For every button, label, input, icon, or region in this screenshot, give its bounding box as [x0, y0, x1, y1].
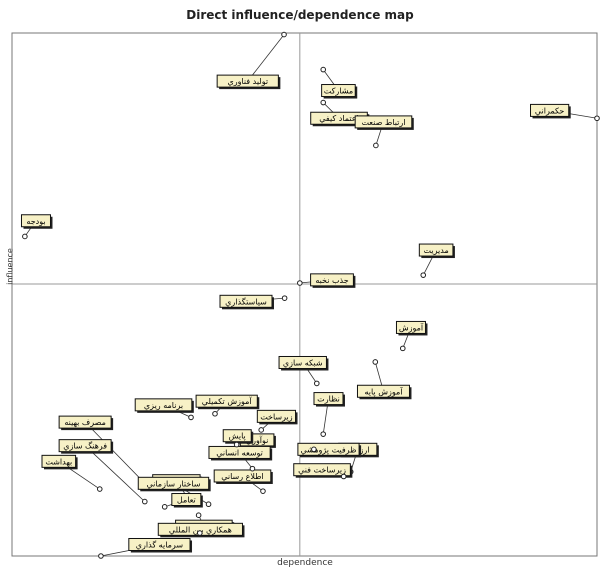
- label-box: [356, 384, 410, 398]
- data-point: [258, 427, 265, 433]
- label-box: [219, 294, 273, 308]
- data-point: [196, 530, 203, 536]
- point-label: ارتباط صنعت: [361, 118, 405, 127]
- label-box: [293, 463, 351, 477]
- point-label: سياستگذاري: [225, 296, 267, 306]
- data-point: [281, 295, 288, 301]
- label-box: [216, 74, 279, 88]
- label-box: [171, 493, 202, 507]
- label-box: [128, 537, 191, 551]
- point-label: مديريت: [424, 246, 449, 255]
- point-label: آموزش پايه: [364, 386, 403, 396]
- data-point: [96, 486, 103, 492]
- point-label: نوآوري: [246, 435, 269, 445]
- data-point: [233, 441, 240, 448]
- point-label: برنامه ريزي: [144, 401, 183, 410]
- data-point: [313, 380, 320, 387]
- point-label: پايش: [229, 432, 246, 441]
- point-label: شبكه سازي: [283, 358, 323, 367]
- data-point: [311, 446, 317, 453]
- point-label: نظارت: [317, 395, 340, 404]
- leader-line: [84, 421, 146, 484]
- label-box: [313, 392, 344, 406]
- data-point: [22, 233, 28, 240]
- data-point: [399, 345, 406, 352]
- point-label: حكمراني: [535, 106, 565, 115]
- label-box: [222, 429, 252, 443]
- chart-title: Direct influence/dependence map: [186, 8, 414, 22]
- point-label: بودجه: [26, 217, 45, 226]
- point-label: اطلاع رساني: [221, 472, 264, 481]
- point-label: سرمايه گذاري: [136, 539, 184, 549]
- point-label: فرهنگ سازي: [63, 441, 107, 451]
- point-label: اعتماد كيفي: [319, 114, 359, 123]
- point-label: آموزش تكميلي: [202, 396, 253, 406]
- data-point: [297, 280, 303, 286]
- point-label: همكاري بين المللي: [169, 525, 232, 534]
- label-box: [213, 469, 272, 483]
- point-label: ظرفيت پژوهشي: [301, 445, 357, 454]
- label-box: [418, 243, 454, 257]
- y-axis-label: influence: [5, 248, 15, 285]
- label-box: [530, 103, 570, 117]
- data-point: [320, 99, 327, 106]
- data-point: [249, 465, 256, 472]
- data-point: [161, 504, 168, 510]
- label-box: [310, 273, 354, 287]
- data-point: [320, 66, 327, 73]
- label-box: [321, 84, 356, 98]
- point-label: جذب نخبه: [315, 276, 348, 285]
- data-point: [281, 31, 287, 38]
- point-label: توليد فناوري: [227, 77, 268, 86]
- label-box: [41, 454, 77, 468]
- point-label: مصرف بهينه: [64, 418, 106, 427]
- point-label: توسعه انساني: [216, 448, 263, 457]
- point-label: ساختار سازماني: [146, 479, 200, 488]
- label-box: [354, 115, 413, 129]
- label-box: [58, 415, 112, 429]
- data-point: [195, 512, 202, 519]
- data-point: [260, 488, 266, 494]
- leader-line: [247, 34, 285, 82]
- data-point: [212, 410, 218, 417]
- leader-line: [84, 445, 146, 502]
- data-point: [205, 501, 212, 508]
- point-label: زيرساخت فني: [298, 466, 346, 475]
- point-label: بهداشت: [45, 457, 72, 466]
- data-point: [320, 431, 327, 437]
- data-point: [420, 272, 427, 278]
- data-point: [340, 473, 347, 480]
- point-label: آموزش: [399, 322, 424, 332]
- label-box: [278, 355, 327, 369]
- label-box: [195, 394, 258, 408]
- data-point: [98, 553, 104, 559]
- point-label: تعامل: [177, 496, 196, 505]
- label-box: [58, 439, 112, 453]
- label-box: [137, 476, 210, 490]
- point-label: زيرساخت: [260, 412, 293, 421]
- data-point: [373, 142, 379, 149]
- label-box: [208, 445, 271, 459]
- data-point: [594, 115, 600, 122]
- data-point: [372, 359, 379, 365]
- label-box: [297, 442, 360, 456]
- point-label: مشاركت: [324, 87, 353, 96]
- data-point: [141, 498, 148, 505]
- x-axis-label: dependence: [277, 558, 333, 568]
- label-box: [395, 320, 426, 334]
- label-box: [256, 409, 297, 423]
- data-point: [188, 414, 194, 421]
- label-box: [134, 398, 193, 412]
- label-box: [20, 214, 51, 228]
